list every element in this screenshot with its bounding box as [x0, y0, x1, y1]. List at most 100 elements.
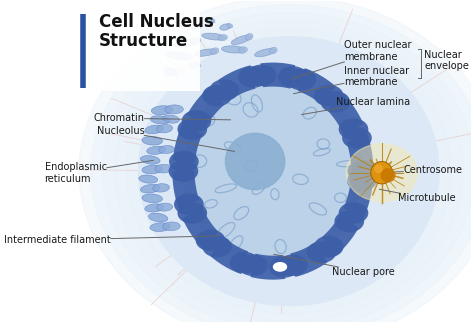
Ellipse shape	[374, 164, 383, 173]
Polygon shape	[291, 242, 328, 277]
Polygon shape	[322, 215, 359, 256]
Text: Endoplasmic
reticulum: Endoplasmic reticulum	[45, 160, 154, 183]
Ellipse shape	[182, 110, 211, 132]
Ellipse shape	[159, 145, 175, 153]
Ellipse shape	[195, 62, 201, 67]
Ellipse shape	[278, 66, 308, 88]
Ellipse shape	[211, 19, 215, 23]
Ellipse shape	[202, 236, 232, 257]
Ellipse shape	[103, 13, 474, 323]
Ellipse shape	[219, 35, 228, 41]
Text: Outer nuclear
membrane: Outer nuclear membrane	[292, 40, 411, 79]
Ellipse shape	[307, 241, 337, 263]
Ellipse shape	[278, 255, 308, 276]
Ellipse shape	[138, 36, 439, 306]
Text: Nuclear
envelope: Nuclear envelope	[424, 50, 469, 71]
Ellipse shape	[166, 52, 190, 60]
Ellipse shape	[246, 34, 253, 40]
Polygon shape	[328, 93, 364, 134]
Polygon shape	[346, 134, 374, 171]
Text: Intermediate filament: Intermediate filament	[4, 235, 219, 245]
Polygon shape	[173, 171, 199, 208]
Text: Microtubule: Microtubule	[379, 189, 455, 203]
FancyBboxPatch shape	[77, 6, 200, 91]
Polygon shape	[173, 124, 202, 163]
Ellipse shape	[371, 162, 392, 184]
Ellipse shape	[140, 156, 160, 164]
Ellipse shape	[191, 37, 201, 45]
Ellipse shape	[221, 46, 245, 53]
Ellipse shape	[247, 65, 276, 86]
Ellipse shape	[238, 66, 268, 88]
Ellipse shape	[115, 21, 463, 322]
Ellipse shape	[156, 203, 173, 211]
Ellipse shape	[269, 47, 277, 54]
Ellipse shape	[142, 165, 163, 174]
Text: Nucleolus: Nucleolus	[97, 126, 235, 151]
Ellipse shape	[163, 115, 179, 123]
Ellipse shape	[165, 105, 183, 114]
Ellipse shape	[238, 255, 268, 276]
Polygon shape	[218, 65, 255, 100]
Ellipse shape	[127, 29, 451, 314]
Ellipse shape	[139, 175, 158, 183]
Ellipse shape	[79, 0, 474, 323]
Ellipse shape	[238, 47, 247, 53]
Ellipse shape	[174, 193, 204, 215]
Ellipse shape	[177, 119, 207, 140]
Ellipse shape	[145, 125, 164, 134]
Text: Centrosome: Centrosome	[394, 165, 463, 175]
Polygon shape	[251, 254, 285, 280]
Ellipse shape	[140, 184, 160, 193]
Ellipse shape	[255, 48, 275, 57]
Text: Inner nuclear
membrane: Inner nuclear membrane	[293, 66, 409, 94]
Ellipse shape	[148, 213, 168, 222]
Ellipse shape	[338, 202, 368, 224]
Ellipse shape	[173, 39, 198, 47]
Polygon shape	[210, 237, 248, 274]
Ellipse shape	[347, 160, 377, 182]
Ellipse shape	[342, 127, 372, 149]
Ellipse shape	[196, 229, 225, 251]
Ellipse shape	[147, 146, 165, 154]
Polygon shape	[187, 86, 224, 127]
Ellipse shape	[202, 85, 232, 107]
Ellipse shape	[194, 49, 217, 56]
Ellipse shape	[210, 79, 239, 101]
Ellipse shape	[205, 18, 214, 23]
Ellipse shape	[269, 256, 299, 278]
Ellipse shape	[338, 119, 368, 140]
Ellipse shape	[177, 202, 207, 224]
Ellipse shape	[169, 160, 198, 182]
Ellipse shape	[381, 168, 395, 182]
Ellipse shape	[346, 144, 417, 202]
Ellipse shape	[314, 85, 344, 107]
Ellipse shape	[202, 33, 225, 40]
Polygon shape	[344, 180, 373, 218]
Ellipse shape	[163, 222, 180, 231]
Ellipse shape	[226, 133, 285, 190]
Ellipse shape	[272, 261, 288, 273]
Ellipse shape	[91, 5, 474, 323]
Ellipse shape	[314, 236, 344, 257]
Ellipse shape	[189, 24, 199, 30]
Ellipse shape	[229, 252, 259, 274]
Ellipse shape	[155, 164, 172, 173]
Ellipse shape	[227, 24, 233, 28]
Text: Nuclear lamina: Nuclear lamina	[301, 97, 410, 115]
Text: Chromatin: Chromatin	[93, 113, 230, 123]
Ellipse shape	[184, 75, 362, 267]
Ellipse shape	[153, 184, 170, 192]
Polygon shape	[298, 68, 336, 105]
Ellipse shape	[320, 91, 350, 113]
Ellipse shape	[220, 24, 231, 30]
Ellipse shape	[286, 69, 316, 90]
Ellipse shape	[156, 124, 173, 133]
Ellipse shape	[195, 24, 200, 29]
Ellipse shape	[169, 151, 199, 172]
Ellipse shape	[164, 68, 176, 76]
Polygon shape	[182, 208, 218, 249]
Ellipse shape	[145, 204, 164, 212]
Ellipse shape	[183, 54, 192, 60]
Text: Cell Nucleus
Structure: Cell Nucleus Structure	[99, 13, 214, 50]
